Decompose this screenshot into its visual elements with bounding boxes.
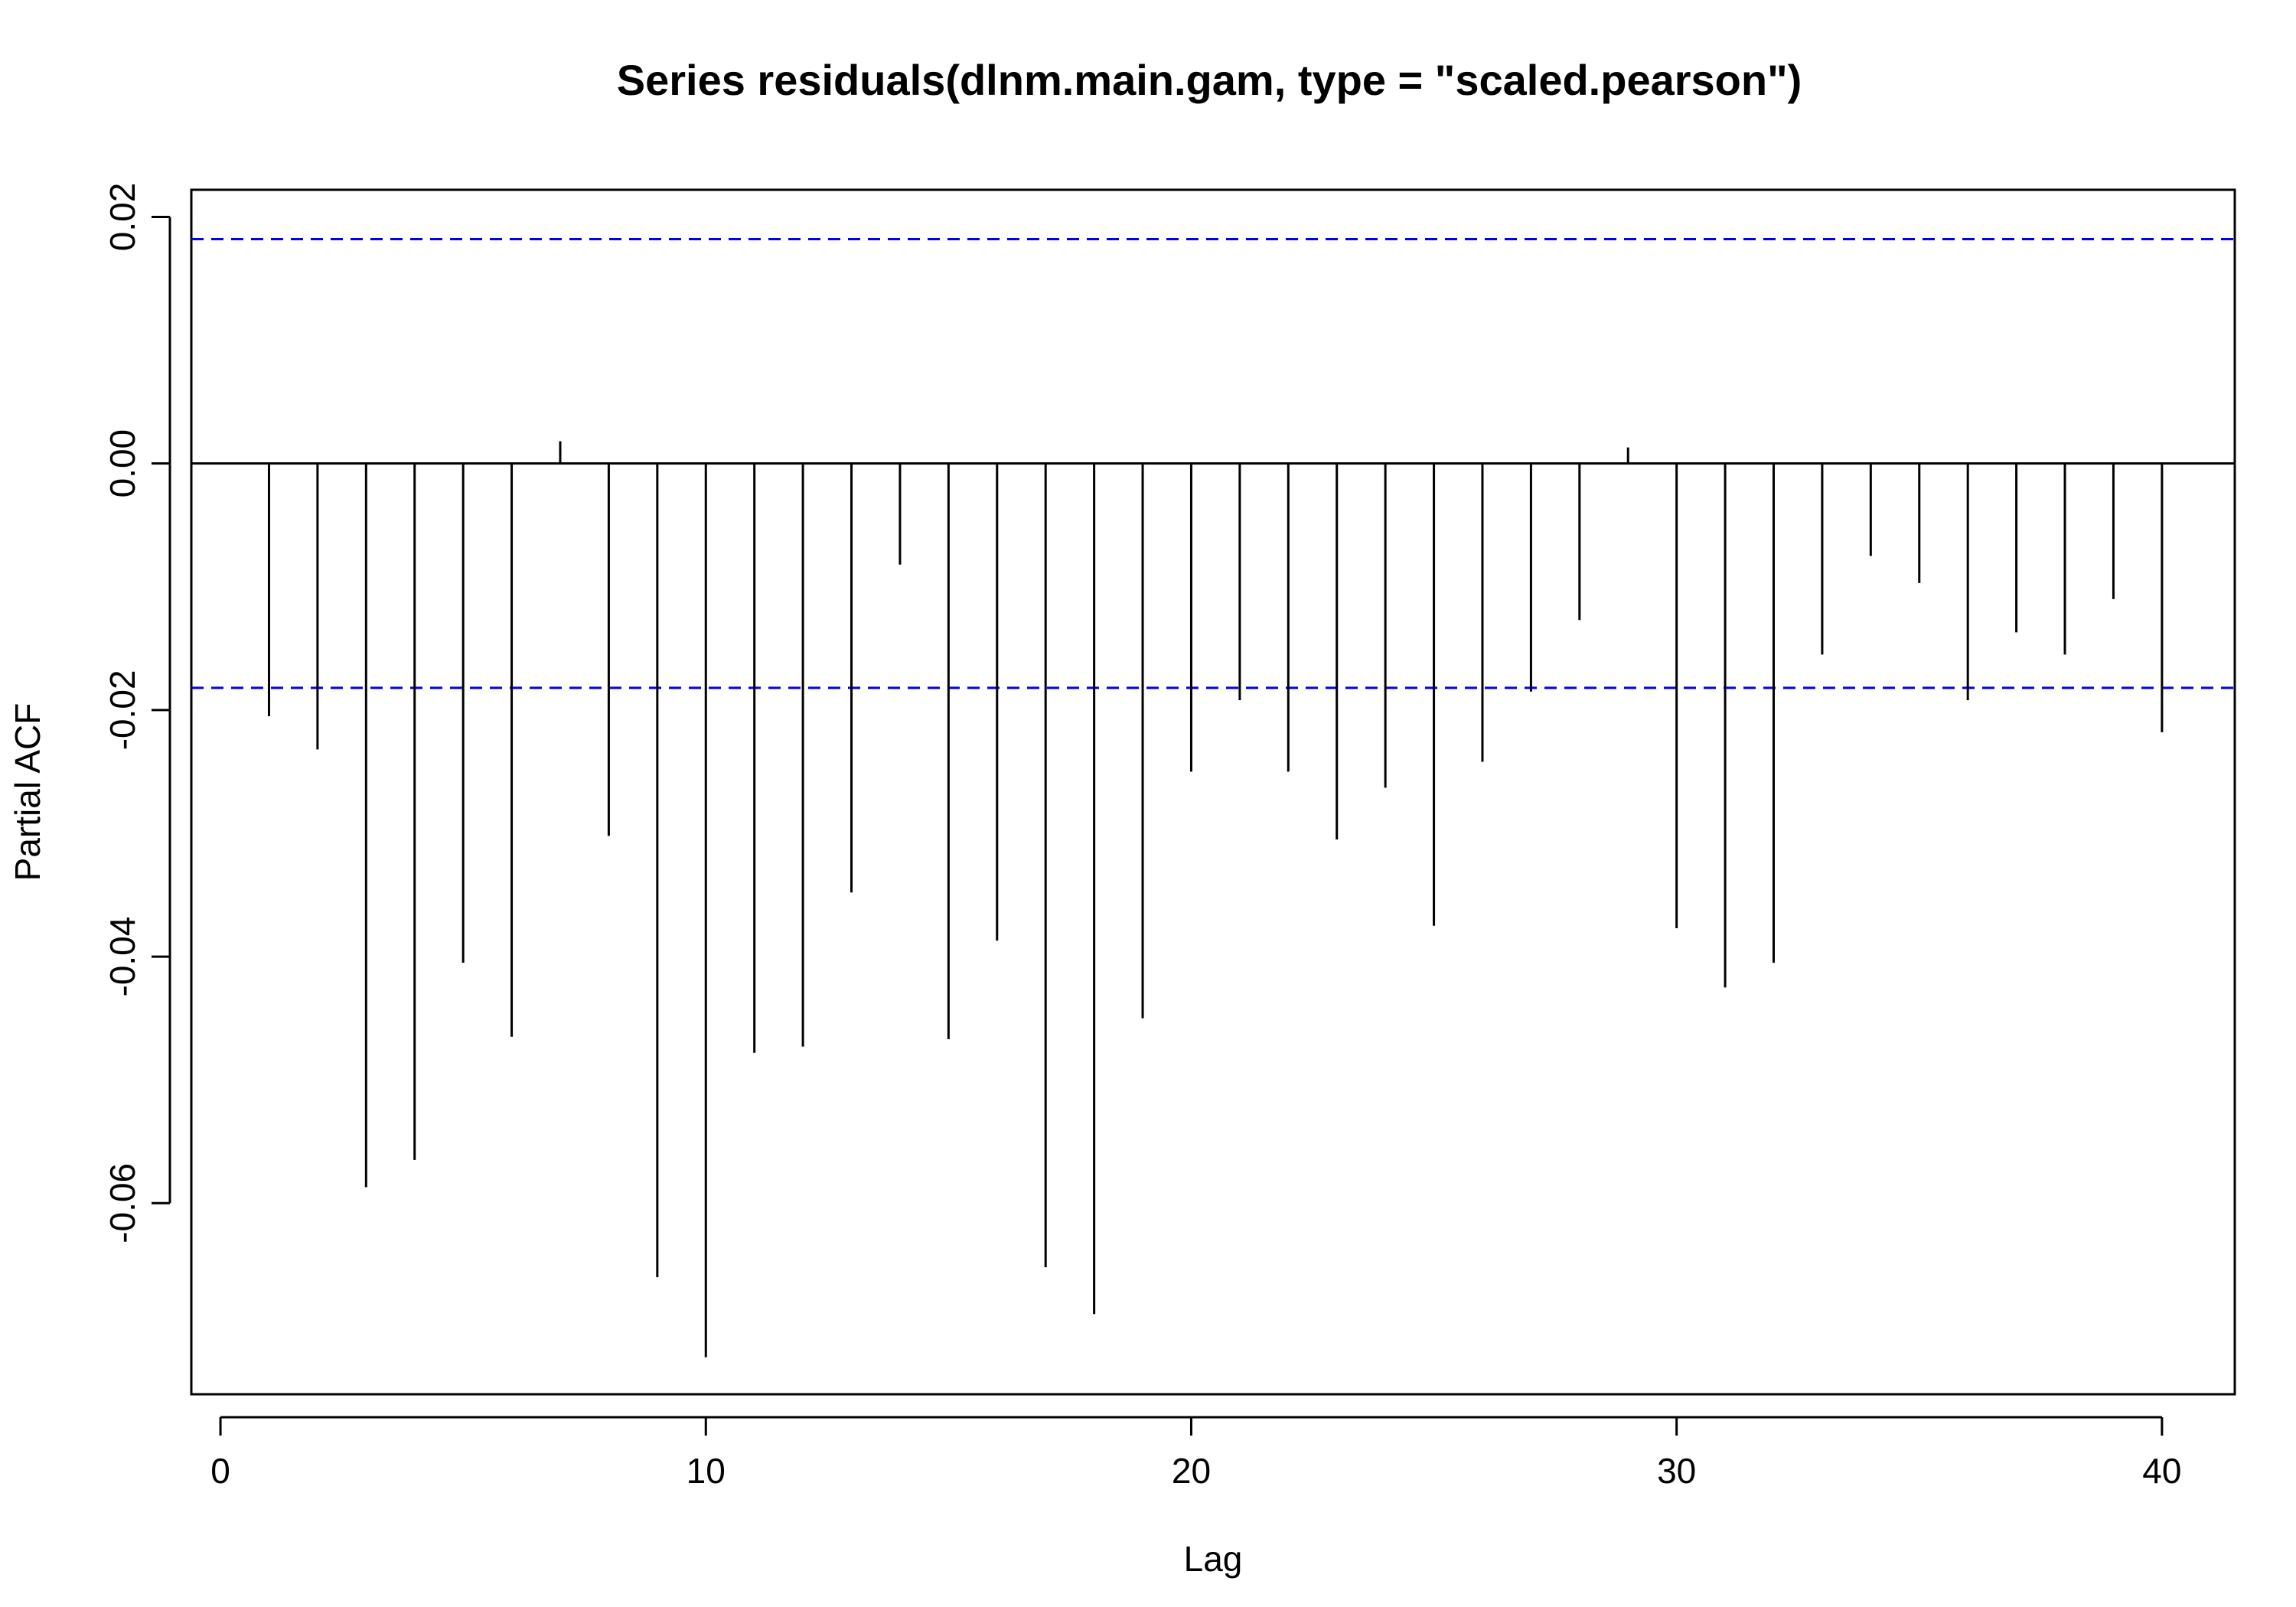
pacf-bars	[267, 441, 2164, 1358]
y-tick-label-2: -0.02	[103, 670, 142, 750]
x-tick-label-0: 0	[210, 1451, 230, 1491]
y-axis: -0.06 -0.04 -0.02 0.00 0.02	[103, 183, 171, 1244]
y-tick-label-4: 0.02	[103, 183, 142, 252]
x-axis: 0 10 20 30 40	[210, 1416, 2181, 1491]
x-tick-label-30: 30	[1657, 1451, 1696, 1491]
y-tick-label-1: -0.04	[103, 917, 142, 997]
y-tick-label-0: -0.06	[103, 1163, 142, 1244]
y-axis-label: Partial ACF	[8, 703, 47, 882]
x-axis-label: Lag	[1184, 1539, 1243, 1579]
x-tick-label-20: 20	[1172, 1451, 1211, 1491]
x-tick-label-10: 10	[687, 1451, 726, 1491]
chart-title: Series residuals(dlnm.main.gam, type = "…	[617, 56, 1802, 104]
x-tick-label-40: 40	[2142, 1451, 2181, 1491]
confidence-bounds	[191, 237, 2235, 689]
plot-frame	[190, 188, 2236, 1396]
y-tick-label-3: 0.00	[103, 429, 142, 498]
